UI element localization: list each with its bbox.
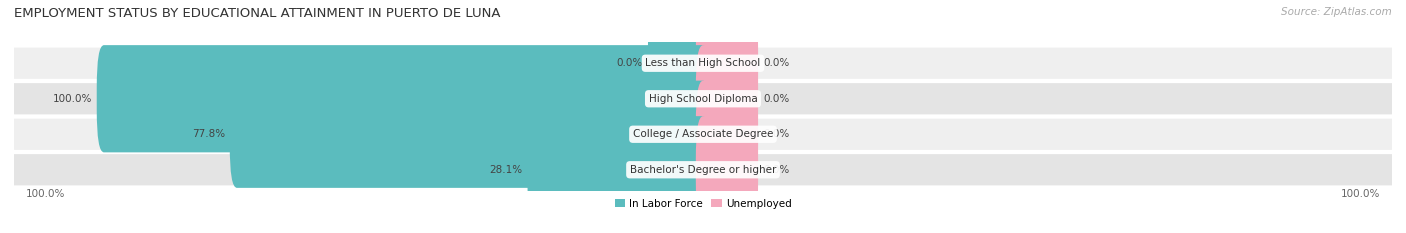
FancyBboxPatch shape [527, 116, 710, 223]
FancyBboxPatch shape [696, 81, 758, 188]
Text: Less than High School: Less than High School [645, 58, 761, 68]
FancyBboxPatch shape [648, 10, 710, 117]
Text: College / Associate Degree: College / Associate Degree [633, 129, 773, 139]
Text: 0.0%: 0.0% [763, 129, 789, 139]
Text: High School Diploma: High School Diploma [648, 94, 758, 104]
Text: 100.0%: 100.0% [1340, 189, 1379, 199]
FancyBboxPatch shape [14, 154, 1392, 185]
Text: 77.8%: 77.8% [191, 129, 225, 139]
FancyBboxPatch shape [696, 116, 758, 223]
Text: Source: ZipAtlas.com: Source: ZipAtlas.com [1281, 7, 1392, 17]
FancyBboxPatch shape [97, 45, 710, 152]
Text: EMPLOYMENT STATUS BY EDUCATIONAL ATTAINMENT IN PUERTO DE LUNA: EMPLOYMENT STATUS BY EDUCATIONAL ATTAINM… [14, 7, 501, 20]
FancyBboxPatch shape [14, 48, 1392, 79]
Text: 0.0%: 0.0% [617, 58, 643, 68]
Text: 0.0%: 0.0% [763, 94, 789, 104]
FancyBboxPatch shape [696, 10, 758, 117]
FancyBboxPatch shape [14, 83, 1392, 114]
FancyBboxPatch shape [696, 45, 758, 152]
FancyBboxPatch shape [14, 119, 1392, 150]
Text: 100.0%: 100.0% [52, 94, 91, 104]
Text: 0.0%: 0.0% [763, 58, 789, 68]
Text: 100.0%: 100.0% [27, 189, 66, 199]
Legend: In Labor Force, Unemployed: In Labor Force, Unemployed [610, 194, 796, 213]
FancyBboxPatch shape [229, 81, 710, 188]
Text: Bachelor's Degree or higher: Bachelor's Degree or higher [630, 165, 776, 175]
Text: 28.1%: 28.1% [489, 165, 523, 175]
Text: 0.0%: 0.0% [763, 165, 789, 175]
